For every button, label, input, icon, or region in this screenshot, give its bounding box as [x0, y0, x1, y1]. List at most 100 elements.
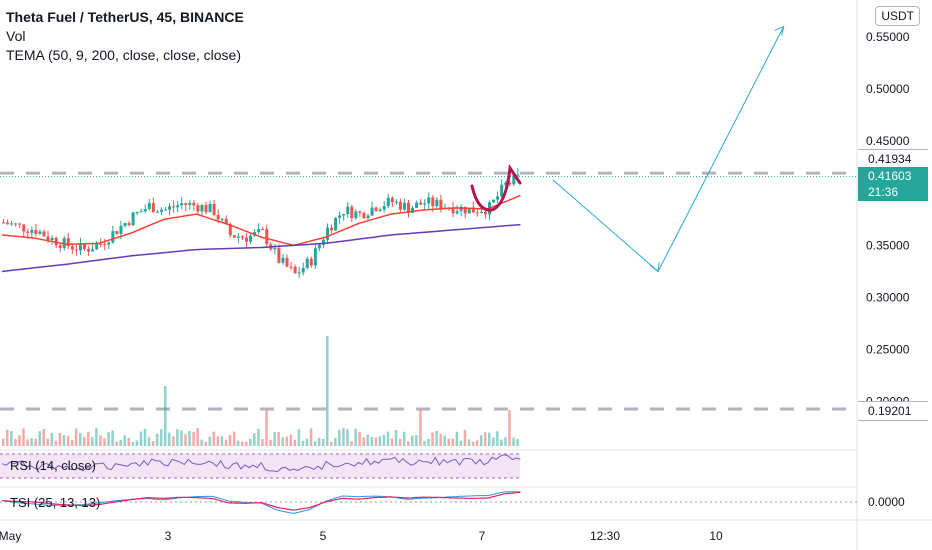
volume-bar [176, 429, 179, 446]
volume-bar [168, 432, 171, 446]
volume-bar [253, 433, 256, 446]
volume-bar [34, 438, 37, 446]
candle-body [390, 197, 394, 203]
volume-bar [164, 386, 167, 446]
candle-body [172, 206, 176, 208]
volume-bar [74, 428, 78, 446]
candle-body [427, 197, 431, 204]
volume-bar [394, 429, 398, 446]
candle-body [192, 202, 196, 206]
volume-bar [301, 440, 305, 446]
volume-bar [467, 439, 471, 446]
volume-bar [378, 436, 382, 446]
candle-body [411, 207, 415, 213]
tema-200-line [1, 223, 521, 273]
volume-bar [212, 431, 216, 446]
candle-body [249, 235, 253, 242]
candle-body [208, 203, 212, 213]
volume-bar [249, 438, 252, 446]
candle-body [317, 244, 321, 249]
rsi-line [1, 454, 521, 473]
candle-body [467, 207, 471, 214]
currency-button[interactable]: USDT [875, 6, 920, 26]
candle-body [321, 239, 325, 245]
volume-bar [334, 437, 337, 446]
volume-bar [309, 428, 313, 446]
y-tick-label: 0.45000 [866, 134, 910, 148]
candle-body [455, 211, 459, 214]
candle-body [50, 237, 54, 241]
candle-body [220, 218, 224, 220]
candle-body [180, 203, 184, 206]
candle-body [265, 229, 269, 245]
y-tick-label: 0.55000 [866, 30, 910, 44]
candle-body [2, 222, 5, 224]
candle-body [334, 217, 338, 231]
volume-bar [338, 429, 341, 446]
candle-body [402, 202, 406, 210]
volume-bar [224, 439, 228, 446]
candle-body [91, 249, 95, 252]
volume-bar [131, 441, 135, 446]
candle-body [504, 182, 508, 185]
volume-bar [326, 336, 329, 446]
volume-bar [184, 434, 187, 446]
volume-bar [115, 441, 118, 446]
candle-body [257, 229, 261, 233]
candle-body [204, 205, 208, 213]
volume-bar [159, 429, 163, 446]
volume-bar [30, 438, 33, 446]
candle-body [111, 231, 115, 243]
candle-body [338, 215, 342, 218]
volume-bar [342, 428, 345, 446]
candle-body [164, 209, 167, 211]
candle-body [285, 257, 289, 267]
candle-body [419, 202, 423, 205]
volume-bar [14, 438, 17, 446]
candle-body [188, 202, 192, 205]
volume-bar [265, 410, 268, 446]
candle-body [309, 258, 313, 266]
volume-legend: Vol [6, 28, 26, 44]
volume-bar [228, 434, 232, 446]
volume-bar [50, 432, 54, 446]
volume-bar [26, 439, 29, 446]
volume-bar [504, 437, 507, 446]
volume-bar [180, 430, 183, 446]
candle-body [38, 231, 42, 234]
volume-bar [350, 441, 353, 446]
volume-bar [439, 433, 442, 446]
symbol-title: Theta Fuel / TetherUS, 45, BINANCE [6, 9, 244, 25]
rsi-band [0, 454, 520, 478]
volume-bar [245, 441, 248, 446]
volume-bar [111, 430, 114, 446]
volume-bar [54, 440, 58, 446]
volume-bar [257, 428, 260, 446]
volume-bar [87, 431, 90, 446]
candle-body [159, 209, 163, 212]
candle-body [313, 248, 317, 266]
volume-bar [354, 428, 357, 446]
volume-bar [475, 440, 479, 446]
volume-level-tag: 0.19201 [858, 401, 928, 421]
volume-bar [516, 439, 519, 446]
last-price-tag: 0.41603 [858, 167, 928, 185]
volume-bar [419, 410, 422, 446]
volume-bar [99, 435, 102, 446]
candle-body [22, 224, 26, 232]
volume-bar [192, 431, 195, 446]
volume-bar [313, 441, 317, 446]
candle-body [127, 223, 131, 226]
candle-body [228, 224, 232, 236]
arrow-turn-head [649, 262, 660, 273]
volume-bar [216, 436, 220, 446]
candle-body [26, 231, 30, 233]
candle-body [131, 212, 135, 226]
volume-bar [10, 431, 13, 446]
candle-body [6, 222, 10, 225]
candle-body [155, 211, 159, 213]
tema-legend: TEMA (50, 9, 200, close, close, close) [6, 47, 241, 63]
volume-bar [390, 438, 394, 446]
volume-bar [127, 437, 131, 446]
